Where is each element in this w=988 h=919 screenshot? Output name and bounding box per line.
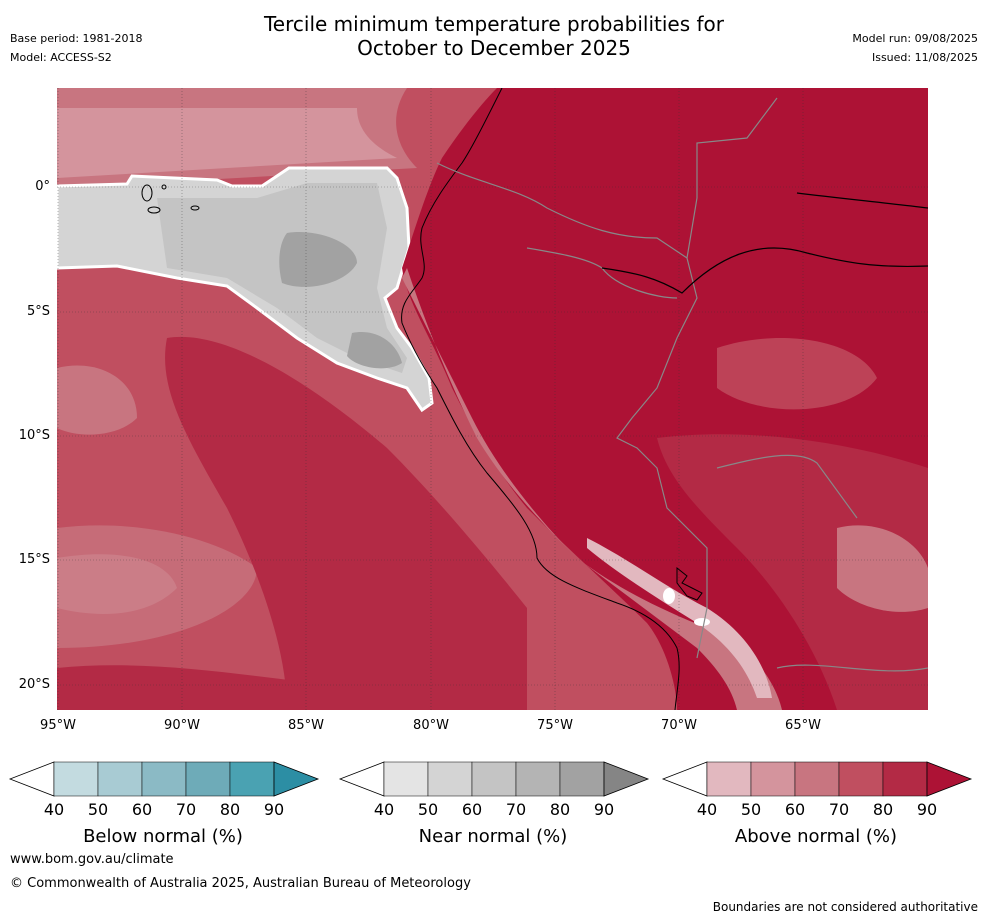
colorbar-near-title: Near normal (%) <box>418 826 568 847</box>
colorbar-segment <box>427 761 473 797</box>
colorbar-extend-high <box>603 761 650 797</box>
south-ocean-light-1 <box>57 365 137 435</box>
near-normal-core-2 <box>347 332 402 369</box>
colorbar-tick-label: 70 <box>175 800 197 819</box>
colorbar-tick-label: 70 <box>505 800 527 819</box>
colorbar-tick-label: 90 <box>263 800 285 819</box>
colorbar-extend-high <box>273 761 320 797</box>
colorbar-segment <box>706 761 752 797</box>
colorbar-segment <box>229 761 275 797</box>
lat-tick: 15°S <box>18 552 50 567</box>
interior-light-1 <box>717 338 877 410</box>
south-ocean-mid <box>57 525 257 648</box>
colorbar-segment <box>97 761 143 797</box>
colorbar-tick-label: 60 <box>784 800 806 819</box>
colorbar-extend-low <box>338 761 385 797</box>
lon-tick: 70°W <box>661 718 697 733</box>
colorbar-near <box>338 761 650 797</box>
colorbar-tick-label: 80 <box>549 800 571 819</box>
map-title: Tercile minimum temperature probabilitie… <box>0 12 988 60</box>
base-period: Base period: 1981-2018 <box>10 32 143 45</box>
colorbar-segment <box>750 761 796 797</box>
colorbar-extend-low <box>661 761 708 797</box>
colorbar-segment <box>141 761 187 797</box>
disclaimer-text: Boundaries are not considered authoritat… <box>712 900 978 914</box>
ocean-dark-streak <box>165 336 528 710</box>
near-normal-core-1 <box>279 232 357 287</box>
ocean-dark-south <box>57 665 357 710</box>
colorbar-extend-high <box>926 761 973 797</box>
interior-light-2 <box>657 434 928 710</box>
colorbar-tick-label: 60 <box>461 800 483 819</box>
map-graphic <box>57 88 928 710</box>
title-line-2: October to December 2025 <box>357 36 631 60</box>
colorbar-tick-label: 50 <box>740 800 762 819</box>
colorbar-tick-label: 80 <box>219 800 241 819</box>
coastal-light <box>587 538 772 698</box>
probability-map <box>57 88 928 710</box>
colorbar-tick-label: 50 <box>417 800 439 819</box>
colorbar-segment <box>383 761 429 797</box>
lake-titicaca <box>676 566 703 601</box>
model-run: Model run: 09/08/2025 <box>852 32 978 45</box>
lon-tick: 80°W <box>413 718 449 733</box>
colorbar-segment <box>185 761 231 797</box>
colorbar-tick-label: 40 <box>696 800 718 819</box>
colorbar-tick-label: 60 <box>131 800 153 819</box>
colorbar-tick-label: 90 <box>916 800 938 819</box>
colorbar-segment <box>53 761 99 797</box>
coastline <box>401 88 680 710</box>
colorbar-below-title: Below normal (%) <box>83 826 243 847</box>
lat-tick: 5°S <box>26 304 50 319</box>
lon-tick: 85°W <box>288 718 324 733</box>
colorbar-extend-low <box>8 761 55 797</box>
lat-tick: 0° <box>35 179 50 194</box>
colorbar-tick-label: 70 <box>828 800 850 819</box>
colorbar-below <box>8 761 320 797</box>
interior-light-3 <box>837 525 928 612</box>
colorbar-tick-label: 90 <box>593 800 615 819</box>
lat-tick: 20°S <box>18 677 50 692</box>
lon-tick: 95°W <box>40 718 76 733</box>
title-line-1: Tercile minimum temperature probabilitie… <box>263 12 725 36</box>
colorbar-above-title: Above normal (%) <box>734 826 898 847</box>
colorbar-below-graphic <box>8 761 320 797</box>
issued-date: Issued: 11/08/2025 <box>871 51 978 64</box>
colorbar-above <box>661 761 973 797</box>
north-ocean-light <box>57 108 397 178</box>
lat-tick: 10°S <box>18 428 50 443</box>
colorbar-tick-label: 40 <box>373 800 395 819</box>
galapagos-islands <box>141 184 200 214</box>
graticule <box>57 88 928 710</box>
colorbar-segment <box>882 761 928 797</box>
colorbar-segment <box>471 761 517 797</box>
colorbar-tick-label: 50 <box>87 800 109 819</box>
colorbar-near-graphic <box>338 761 650 797</box>
coastal-white-spot-1 <box>663 588 675 604</box>
colorbar-tick-label: 40 <box>43 800 65 819</box>
colorbar-segment <box>515 761 561 797</box>
colorbar-tick-label: 80 <box>872 800 894 819</box>
model-name: Model: ACCESS-S2 <box>10 51 112 64</box>
lon-tick: 90°W <box>164 718 200 733</box>
website-link[interactable]: www.bom.gov.au/climate <box>10 852 174 867</box>
colorbar-above-graphic <box>661 761 973 797</box>
lon-tick: 65°W <box>785 718 821 733</box>
colorbar-segment <box>559 761 605 797</box>
lon-tick: 75°W <box>537 718 573 733</box>
amazon-river <box>601 192 928 294</box>
colorbar-segment <box>838 761 884 797</box>
coastal-white-spot-2 <box>694 618 710 626</box>
colorbar-segment <box>794 761 840 797</box>
copyright-text: © Commonwealth of Australia 2025, Austra… <box>10 876 471 891</box>
